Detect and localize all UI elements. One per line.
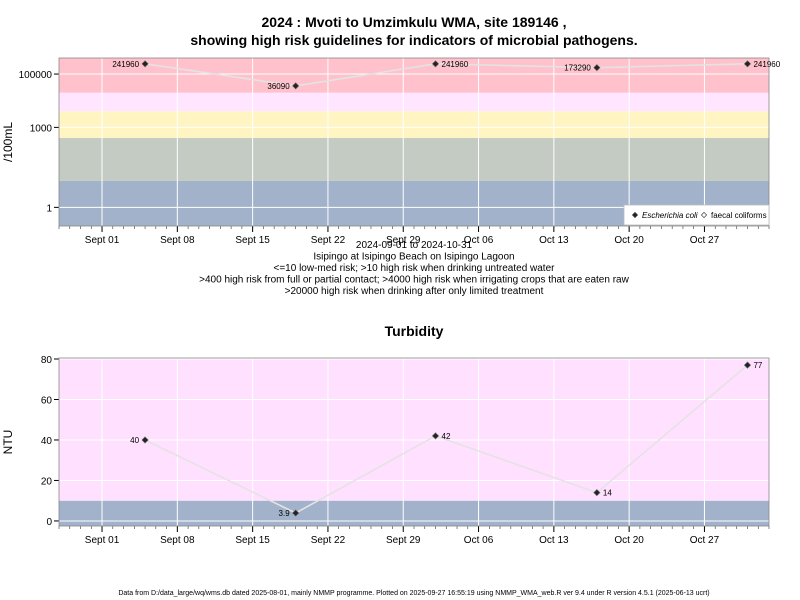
turbidity-chart: Turbidity Sept 01 Sept 08 Sept 15 Sept 22 Sep…: [1, 323, 770, 546]
footer-note: Data from D:/data_large/wq/wms.db dated …: [118, 590, 709, 597]
x-tick-label-5: Sept 29: [386, 535, 421, 546]
chart-subtitle-line-2: Isipingo at Isipingo Beach on Isipingo L…: [313, 252, 514, 263]
risk-band-2: [59, 358, 769, 501]
x-tick-label-3: Sept 15: [235, 235, 270, 246]
data-point-2: [292, 82, 300, 90]
data-label-2: 36090: [267, 82, 290, 91]
y-tick-label-4: 60: [41, 395, 53, 406]
x-tick-label-3: Sept 15: [235, 535, 270, 546]
risk-band-4: [59, 92, 769, 112]
data-point-4: [593, 488, 601, 497]
data-point-4: [593, 64, 601, 72]
data-label-2: 3.9: [279, 509, 291, 518]
data-point-2: [292, 509, 300, 517]
turbidity-title: Turbidity: [385, 323, 444, 339]
data-point-1: [141, 60, 149, 68]
chart-subtitle-line-3: <=10 low-med risk; >10 high risk when dr…: [274, 263, 556, 274]
chart-subtitle-line-5: >20000 high risk when drinking after onl…: [285, 286, 544, 297]
data-label-3: 42: [442, 432, 451, 441]
y-tick-label-2: 1000: [30, 123, 53, 134]
data-label-5: 241960: [753, 60, 780, 69]
x-tick-label-2: Sept 08: [160, 535, 195, 546]
x-tick-label-6: Oct 06: [464, 535, 494, 546]
y-tick-label-1: 1: [46, 203, 52, 214]
plot-frame: [58, 57, 770, 227]
data-label-5: 77: [753, 361, 762, 370]
y-tick-label-5: 80: [41, 355, 53, 366]
data-label-1: 241960: [112, 60, 139, 69]
risk-band-3: [59, 111, 769, 138]
data-point-5: [743, 60, 752, 68]
x-tick-label-4: Sept 22: [311, 535, 346, 546]
x-tick-label-8: Oct 20: [614, 235, 644, 246]
data-point-3: [431, 60, 440, 68]
x-tick-label-7: Oct 13: [539, 235, 569, 246]
x-tick-label-4: Sept 22: [311, 235, 346, 246]
y-axis-label: NTU: [1, 430, 15, 455]
chart-subtitle-line-4: >400 high risk from full or partial cont…: [199, 275, 629, 286]
x-tick-label-9: Oct 27: [690, 235, 720, 246]
legend-label-2: faecal coliforms: [711, 211, 767, 220]
legend: Escherichia coli faecal coliforms: [623, 204, 770, 226]
risk-band-2: [59, 137, 769, 181]
data-point-1: [141, 436, 149, 444]
x-tick-label-1: Sept 01: [85, 235, 120, 246]
plot-frame: [58, 357, 770, 527]
y-tick-label-1: 0: [46, 517, 52, 528]
y-axis-label: /100mL: [1, 122, 15, 162]
chart-title-line-1: 2024 : Mvoti to Umzimkulu WMA, site 1891…: [262, 14, 567, 30]
legend-marker-1: [631, 211, 639, 219]
data-label-1: 40: [130, 436, 139, 445]
data-point-5: [743, 361, 752, 369]
x-tick-label-8: Oct 20: [614, 535, 644, 546]
data-label-3: 241960: [442, 60, 469, 69]
risk-band-5: [59, 58, 769, 93]
data-label-4: 173290: [564, 64, 591, 73]
microbial-chart: 2024 : Mvoti to Umzimkulu WMA, site 1891…: [1, 14, 781, 297]
y-tick-label-3: 40: [41, 436, 53, 447]
x-tick-label-9: Oct 27: [690, 535, 720, 546]
legend-marker-2: [700, 211, 708, 219]
y-tick-label-3: 100000: [19, 70, 53, 81]
x-tick-label-2: Sept 08: [160, 235, 195, 246]
chart-title-line-2: showing high risk guidelines for indicat…: [190, 32, 637, 48]
chart-subtitle-line-1: 2024-09-01 to 2024-10-31: [356, 240, 473, 251]
x-tick-label-7: Oct 13: [539, 535, 569, 546]
legend-label-1: Escherichia coli: [642, 211, 698, 220]
data-point-3: [431, 432, 440, 440]
x-tick-label-1: Sept 01: [85, 535, 120, 546]
legend-box: [623, 204, 770, 226]
x-tick-label-5: Sept 29: [386, 235, 421, 246]
risk-band-1: [59, 500, 769, 526]
data-label-4: 14: [603, 489, 612, 498]
y-tick-label-2: 20: [41, 476, 53, 487]
x-tick-label-6: Oct 06: [464, 235, 494, 246]
